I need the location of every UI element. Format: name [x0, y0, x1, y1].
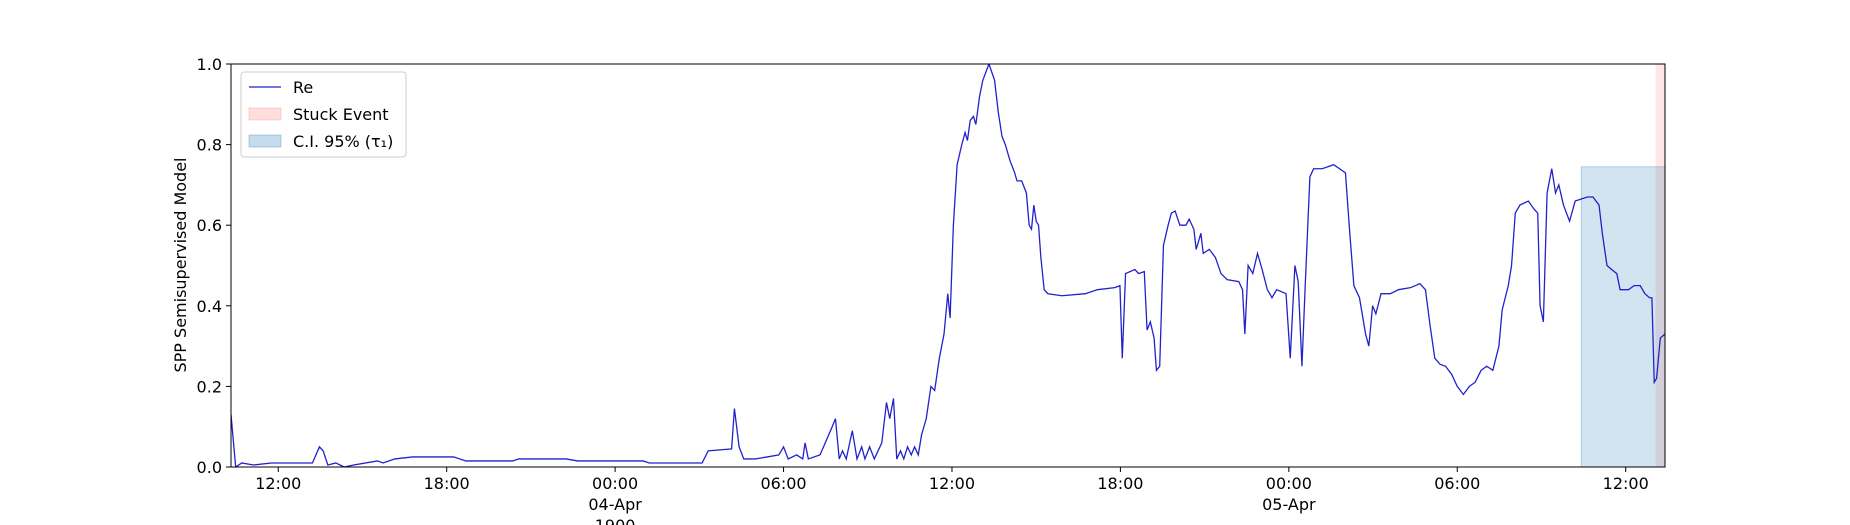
line [231, 64, 1665, 467]
x-tick-label: 12:00 [929, 474, 975, 493]
y-tick-label: 0.4 [197, 297, 222, 316]
y-tick-label: 0.0 [197, 458, 222, 477]
x-tick-label: 06:00 [1434, 474, 1480, 493]
y-axis-label: SPP Semisupervised Model [171, 158, 190, 373]
y-tick-label: 0.2 [197, 377, 222, 396]
y-tick-label: 0.8 [197, 136, 222, 155]
x-tick-label: 18:00 [1097, 474, 1143, 493]
plot-frame [230, 63, 1666, 468]
x-tick-label: 12:00 [1603, 474, 1649, 493]
x-tick-label: 12:00 [255, 474, 301, 493]
legend-label: Stuck Event [293, 105, 389, 124]
legend-box [240, 71, 407, 158]
legend-label: C.I. 95% (τ₁) [293, 132, 393, 151]
y-tick-label: 1.0 [197, 55, 222, 74]
legend-swatch [248, 107, 282, 121]
x-tick-label: 06:00 [760, 474, 806, 493]
x-tick-label: 00:00 05-Apr [1262, 474, 1316, 514]
legend-swatch [248, 134, 282, 148]
y-tick-label: 0.6 [197, 216, 222, 235]
span [1655, 64, 1665, 467]
span [1580, 166, 1665, 467]
x-tick-label: 18:00 [424, 474, 470, 493]
legend-label: Re [293, 78, 313, 97]
